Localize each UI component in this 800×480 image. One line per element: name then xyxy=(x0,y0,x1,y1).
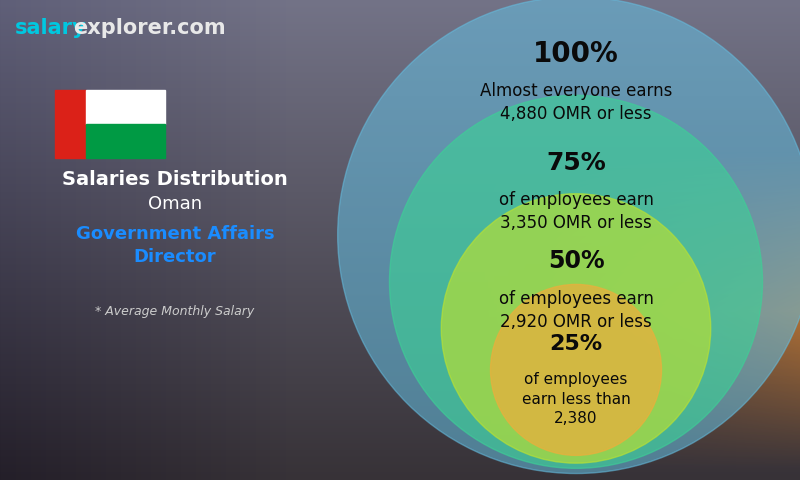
Text: Almost everyone earns
4,880 OMR or less: Almost everyone earns 4,880 OMR or less xyxy=(480,83,672,123)
Text: of employees earn
3,350 OMR or less: of employees earn 3,350 OMR or less xyxy=(498,191,654,232)
Circle shape xyxy=(338,0,800,474)
Text: salary: salary xyxy=(15,18,86,38)
Text: Salaries Distribution: Salaries Distribution xyxy=(62,170,288,189)
Text: * Average Monthly Salary: * Average Monthly Salary xyxy=(95,305,254,318)
Text: 50%: 50% xyxy=(548,249,604,273)
Text: of employees earn
2,920 OMR or less: of employees earn 2,920 OMR or less xyxy=(498,289,654,331)
Circle shape xyxy=(390,96,762,468)
Text: explorer.com: explorer.com xyxy=(73,18,226,38)
Text: Oman: Oman xyxy=(148,195,202,213)
Circle shape xyxy=(442,194,710,463)
Circle shape xyxy=(490,285,662,456)
Text: 25%: 25% xyxy=(550,334,602,354)
Text: 75%: 75% xyxy=(546,151,606,175)
Text: 100%: 100% xyxy=(533,40,619,68)
Bar xyxy=(86,90,165,124)
Text: of employees
earn less than
2,380: of employees earn less than 2,380 xyxy=(522,372,630,426)
Text: Government Affairs: Government Affairs xyxy=(76,225,274,243)
Text: Director: Director xyxy=(134,248,216,266)
Bar xyxy=(55,90,86,158)
Bar xyxy=(86,124,165,158)
